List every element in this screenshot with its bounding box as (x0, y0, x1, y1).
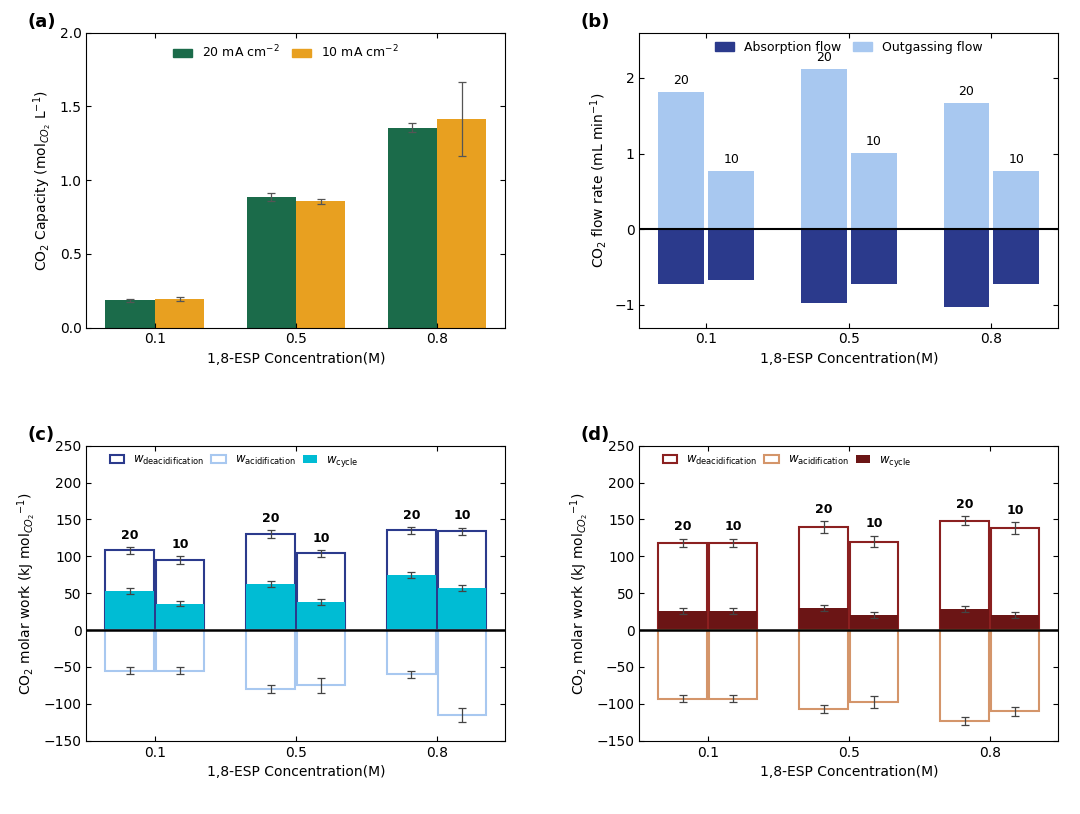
Bar (991, 630, 1039, 711)
Bar (801, 230, 847, 303)
Bar (941, 630, 988, 721)
Text: 10: 10 (1007, 504, 1024, 517)
Text: 20: 20 (956, 498, 973, 511)
Legend: $w_\mathregular{deacidification}$, $w_\mathregular{acidification}$, $w_\mathregu: $w_\mathregular{deacidification}$, $w_\m… (105, 449, 364, 475)
X-axis label: 1,8-ESP Concentration(M): 1,8-ESP Concentration(M) (759, 765, 939, 779)
Text: (a): (a) (28, 13, 56, 31)
Bar (388, 128, 437, 328)
Bar (941, 521, 988, 630)
Bar (297, 630, 346, 685)
Bar (438, 630, 486, 715)
Bar (851, 230, 896, 284)
Text: 10: 10 (866, 135, 881, 148)
Text: 20: 20 (121, 528, 138, 541)
X-axis label: 1,8-ESP Concentration(M): 1,8-ESP Concentration(M) (206, 765, 386, 779)
Bar (851, 153, 896, 230)
Bar (246, 197, 296, 328)
Bar (659, 630, 706, 698)
Bar (708, 171, 754, 230)
Bar (710, 630, 757, 698)
Bar (991, 528, 1039, 630)
Text: 10: 10 (724, 154, 739, 167)
Text: 20: 20 (959, 85, 974, 98)
Bar (850, 630, 899, 702)
Bar (106, 550, 153, 630)
Bar (388, 575, 435, 630)
Bar (659, 92, 704, 230)
Bar (154, 299, 204, 328)
Text: 20: 20 (674, 74, 689, 87)
Bar (850, 615, 899, 630)
Bar (106, 591, 153, 630)
Text: 20: 20 (814, 503, 833, 516)
Bar (941, 610, 988, 630)
Bar (438, 588, 486, 630)
Text: (c): (c) (28, 426, 55, 444)
Y-axis label: CO$_2$ molar work (kJ mol$_{CO_2}$$^{-1}$): CO$_2$ molar work (kJ mol$_{CO_2}$$^{-1}… (568, 492, 591, 694)
Bar (297, 602, 346, 630)
Bar (799, 527, 848, 630)
Legend: 20 mA cm$^{-2}$, 10 mA cm$^{-2}$: 20 mA cm$^{-2}$, 10 mA cm$^{-2}$ (168, 39, 404, 65)
Text: 20: 20 (403, 509, 420, 522)
Bar (246, 630, 295, 689)
Bar (659, 543, 706, 630)
Bar (708, 230, 754, 280)
Bar (437, 119, 486, 328)
Text: (d): (d) (581, 426, 610, 444)
Bar (850, 541, 899, 630)
Bar (157, 630, 204, 671)
Bar (944, 103, 989, 230)
Bar (106, 300, 154, 328)
Bar (246, 534, 295, 630)
Text: 20: 20 (674, 520, 691, 533)
Bar (799, 608, 848, 630)
Text: (b): (b) (581, 13, 610, 31)
Bar (246, 584, 295, 630)
Bar (297, 554, 346, 630)
X-axis label: 1,8-ESP Concentration(M): 1,8-ESP Concentration(M) (206, 352, 386, 366)
Bar (991, 615, 1039, 630)
Text: 20: 20 (816, 51, 832, 64)
Text: 10: 10 (865, 518, 883, 531)
Bar (157, 560, 204, 630)
Bar (388, 630, 435, 674)
Bar (944, 230, 989, 307)
Bar (106, 630, 153, 671)
Bar (388, 531, 435, 630)
Legend: Absorption flow, Outgassing flow: Absorption flow, Outgassing flow (710, 36, 988, 59)
Bar (994, 230, 1039, 284)
Bar (801, 69, 847, 230)
Y-axis label: CO$_2$ flow rate (mL min$^{-1}$): CO$_2$ flow rate (mL min$^{-1}$) (588, 92, 608, 268)
Bar (438, 532, 486, 630)
Y-axis label: CO$_2$ Capacity (mol$_{CO_2}$ L$^{-1}$): CO$_2$ Capacity (mol$_{CO_2}$ L$^{-1}$) (31, 90, 54, 270)
Bar (659, 230, 704, 284)
Y-axis label: CO$_2$ molar work (kJ mol$_{CO_2}$$^{-1}$): CO$_2$ molar work (kJ mol$_{CO_2}$$^{-1}… (15, 492, 38, 694)
Text: 10: 10 (1009, 154, 1024, 167)
Bar (710, 610, 757, 630)
Legend: $w_\mathregular{deacidification}$, $w_\mathregular{acidification}$, $w_\mathregu: $w_\mathregular{deacidification}$, $w_\m… (658, 449, 917, 475)
Text: 10: 10 (454, 510, 471, 523)
Text: 10: 10 (312, 532, 330, 545)
Bar (710, 543, 757, 630)
X-axis label: 1,8-ESP Concentration(M): 1,8-ESP Concentration(M) (759, 352, 939, 366)
Text: 10: 10 (725, 520, 742, 533)
Bar (659, 610, 706, 630)
Bar (994, 171, 1039, 230)
Bar (157, 603, 204, 630)
Bar (799, 630, 848, 709)
Text: 20: 20 (261, 512, 280, 525)
Bar (296, 202, 346, 328)
Text: 10: 10 (172, 538, 189, 551)
